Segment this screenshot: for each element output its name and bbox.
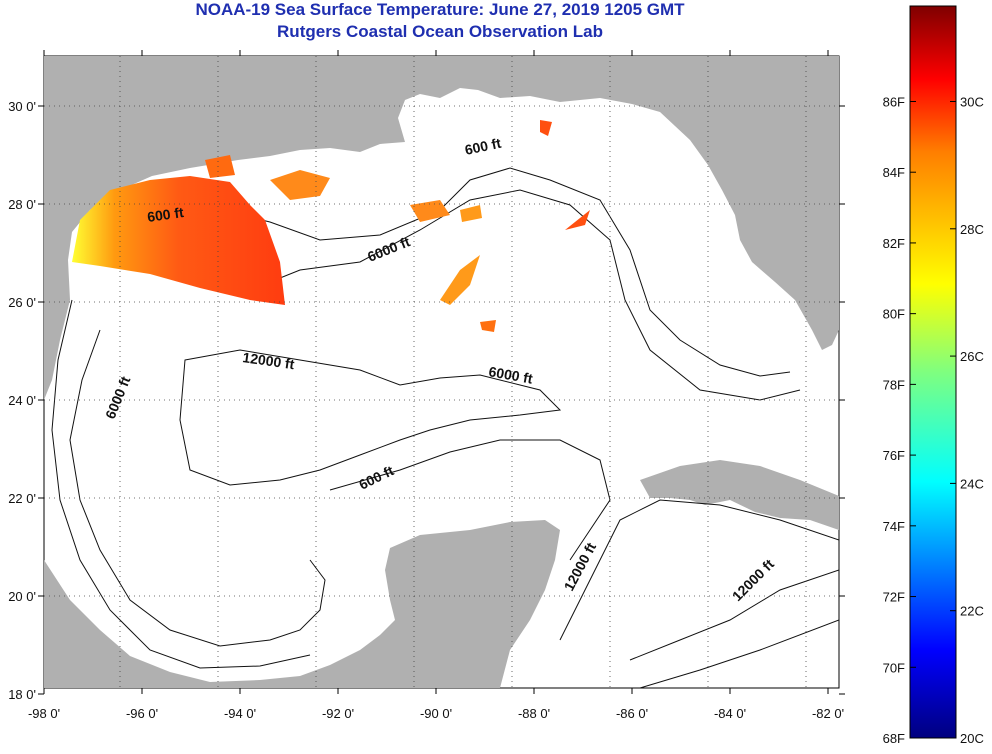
lat-tick-label: 20 0' [8, 589, 36, 604]
colorbar: 86F 84F 82F 80F 78F 76F 74F 72F 70F 68F 30C 28C 26C… [883, 5, 984, 746]
sst-patch-offshore-1 [270, 170, 330, 200]
graticule [44, 56, 839, 688]
sst-patch-offshore-6 [565, 210, 590, 230]
lon-tick-label: -96 0' [126, 706, 158, 721]
sst-patch-offshore-5 [540, 120, 552, 136]
cb-celsius-label: 28C [960, 222, 984, 237]
contour-600ft-west [51, 299, 311, 669]
contour-6000ft-caribbean [639, 619, 839, 688]
cb-fahrenheit-label: 76F [883, 448, 905, 463]
map-subtitle: Rutgers Coastal Ocean Observation Lab [277, 22, 603, 41]
cb-celsius-label: 20C [960, 731, 984, 746]
cb-fahrenheit-label: 86F [883, 94, 905, 109]
cb-fahrenheit-label: 78F [883, 377, 905, 392]
cb-celsius-label: 22C [960, 604, 984, 619]
sst-patch-offshore-2 [205, 155, 235, 178]
lat-tick-label: 24 0' [8, 393, 36, 408]
contour-6000ft-west [69, 329, 326, 647]
lat-tick-label: 28 0' [8, 197, 36, 212]
sst-patch-offshore-7 [480, 320, 496, 332]
lon-tick-label: -90 0' [420, 706, 452, 721]
contour-12000ft-abyssal [179, 349, 562, 486]
lat-tick-label: 22 0' [8, 491, 36, 506]
cb-fahrenheit-label: 70F [883, 660, 905, 675]
contour-label: 600 ft [463, 135, 502, 158]
cb-fahrenheit-label: 72F [883, 590, 905, 605]
contour-12000ft-caribbean [629, 569, 839, 661]
latitude-axis: 30 0' 28 0' 26 0' 24 0' 22 0' 20 0' 18 0' [8, 99, 845, 702]
cb-fahrenheit-label: 68F [883, 731, 905, 746]
cb-fahrenheit-label: 82F [883, 236, 905, 251]
colorbar-gradient [909, 5, 957, 739]
lon-tick-label: -82 0' [812, 706, 844, 721]
colorbar-celsius-labels: 30C 28C 26C 24C 22C 20C [950, 94, 984, 746]
land-us-mexico-north [44, 56, 839, 400]
sst-patch-offshore-4 [410, 200, 450, 222]
sst-coverage [72, 120, 590, 332]
map-title: NOAA-19 Sea Surface Temperature: June 27… [195, 0, 685, 19]
lon-tick-label: -94 0' [224, 706, 256, 721]
contour-label: 6000 ft [487, 363, 534, 387]
lon-tick-label: -98 0' [28, 706, 60, 721]
lat-tick-label: 26 0' [8, 295, 36, 310]
contour-12000ft-yucatan [559, 499, 839, 641]
contour-label: 12000 ft [242, 349, 296, 372]
land-mexico-south [44, 520, 560, 688]
lon-tick-label: -88 0' [518, 706, 550, 721]
cb-celsius-label: 24C [960, 476, 984, 491]
lon-tick-label: -92 0' [322, 706, 354, 721]
contour-600ft-yucatan [329, 439, 611, 561]
cb-fahrenheit-label: 80F [883, 307, 905, 322]
cb-celsius-label: 26C [960, 349, 984, 364]
lat-tick-label: 30 0' [8, 99, 36, 114]
lon-tick-label: -84 0' [714, 706, 746, 721]
cb-fahrenheit-label: 84F [883, 165, 905, 180]
sst-patch-texas-shelf [72, 176, 285, 305]
sst-patch-offshore-8 [460, 205, 482, 222]
contour-label: 600 ft [146, 204, 185, 225]
lon-tick-label: -86 0' [616, 706, 648, 721]
land-cuba [640, 460, 839, 530]
sst-patch-offshore-3 [440, 255, 480, 305]
cb-celsius-label: 30C [960, 94, 984, 109]
lat-tick-label: 18 0' [8, 687, 36, 702]
colorbar-fahrenheit-labels: 86F 84F 82F 80F 78F 76F 74F 72F 70F 68F [883, 94, 916, 746]
cb-fahrenheit-label: 74F [883, 519, 905, 534]
